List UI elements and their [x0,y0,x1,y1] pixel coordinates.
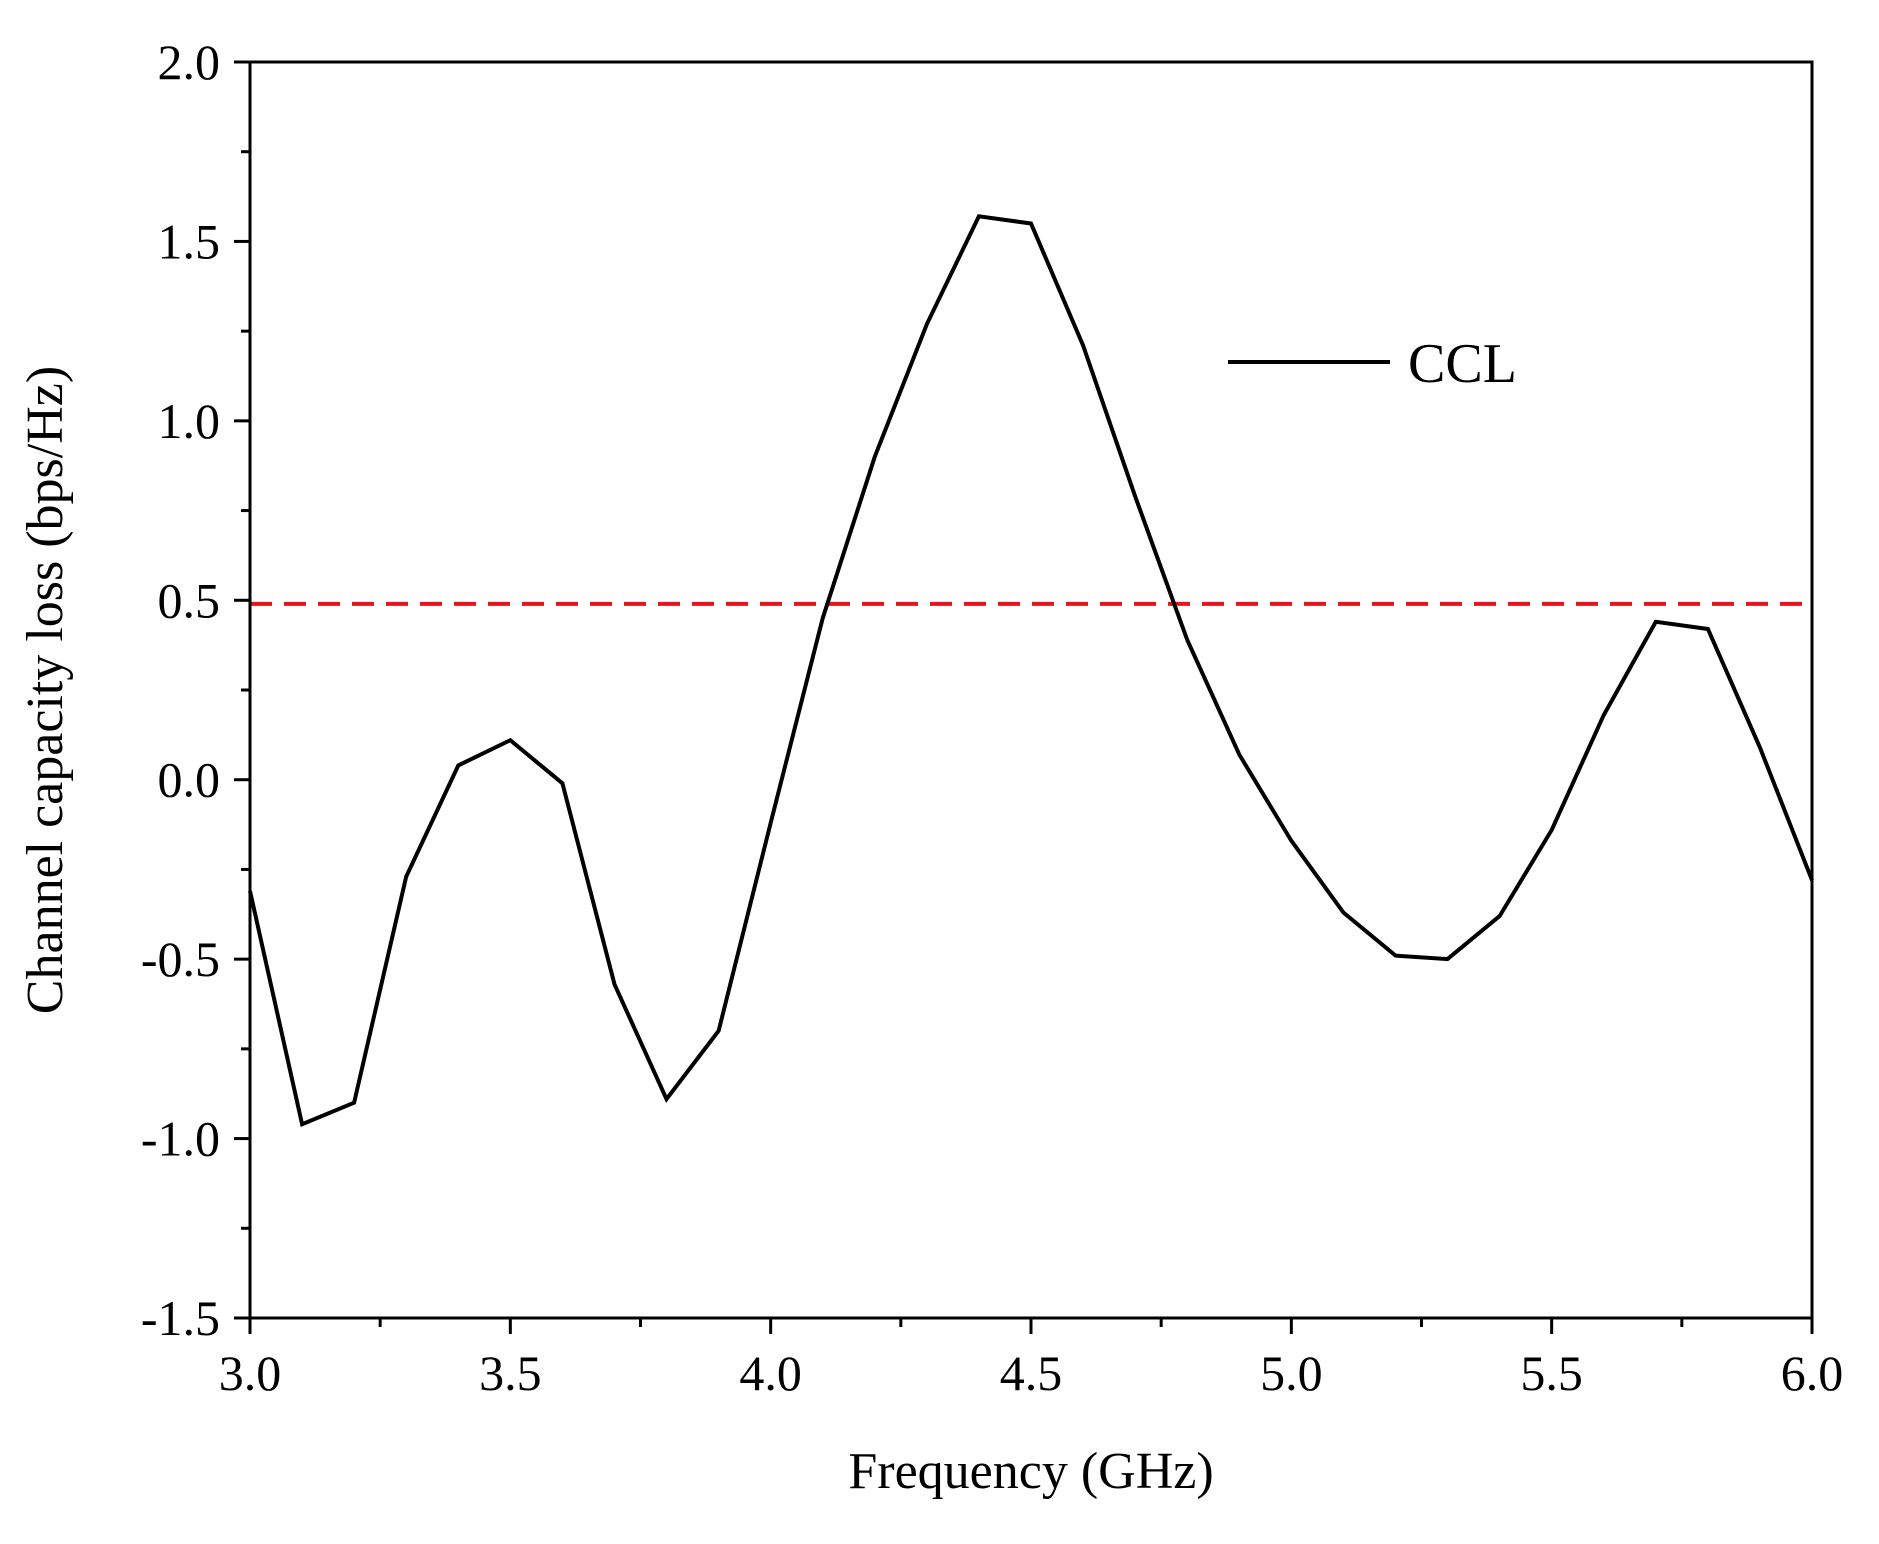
y-axis-title: Channel capacity loss (bps/Hz) [17,366,74,1014]
x-tick-label: 4.5 [1000,1345,1063,1401]
plot-frame [248,60,1814,1320]
x-tick-label: 5.5 [1520,1345,1583,1401]
x-axis-title: Frequency (GHz) [848,1443,1213,1500]
legend: CCL [1228,333,1517,395]
y-tick-label: -1.0 [141,1111,220,1167]
x-tick-label: 5.0 [1260,1345,1323,1401]
y-tick-label: 1.0 [158,393,221,449]
x-tick-label: 6.0 [1781,1345,1844,1401]
legend-label-ccl: CCL [1408,333,1517,395]
x-tick-label: 3.5 [479,1345,542,1401]
y-tick-label: 0.5 [158,572,221,628]
x-tick-label: 3.0 [219,1345,282,1401]
y-tick-label: 1.5 [158,213,221,269]
y-tick-label: 2.0 [158,34,221,90]
y-tick-label: -0.5 [141,931,220,987]
y-tick-label: -1.5 [141,1290,220,1346]
x-tick-label: 4.0 [739,1345,802,1401]
y-tick-label: 0.0 [158,752,221,808]
series-line-ccl [248,214,1814,1127]
